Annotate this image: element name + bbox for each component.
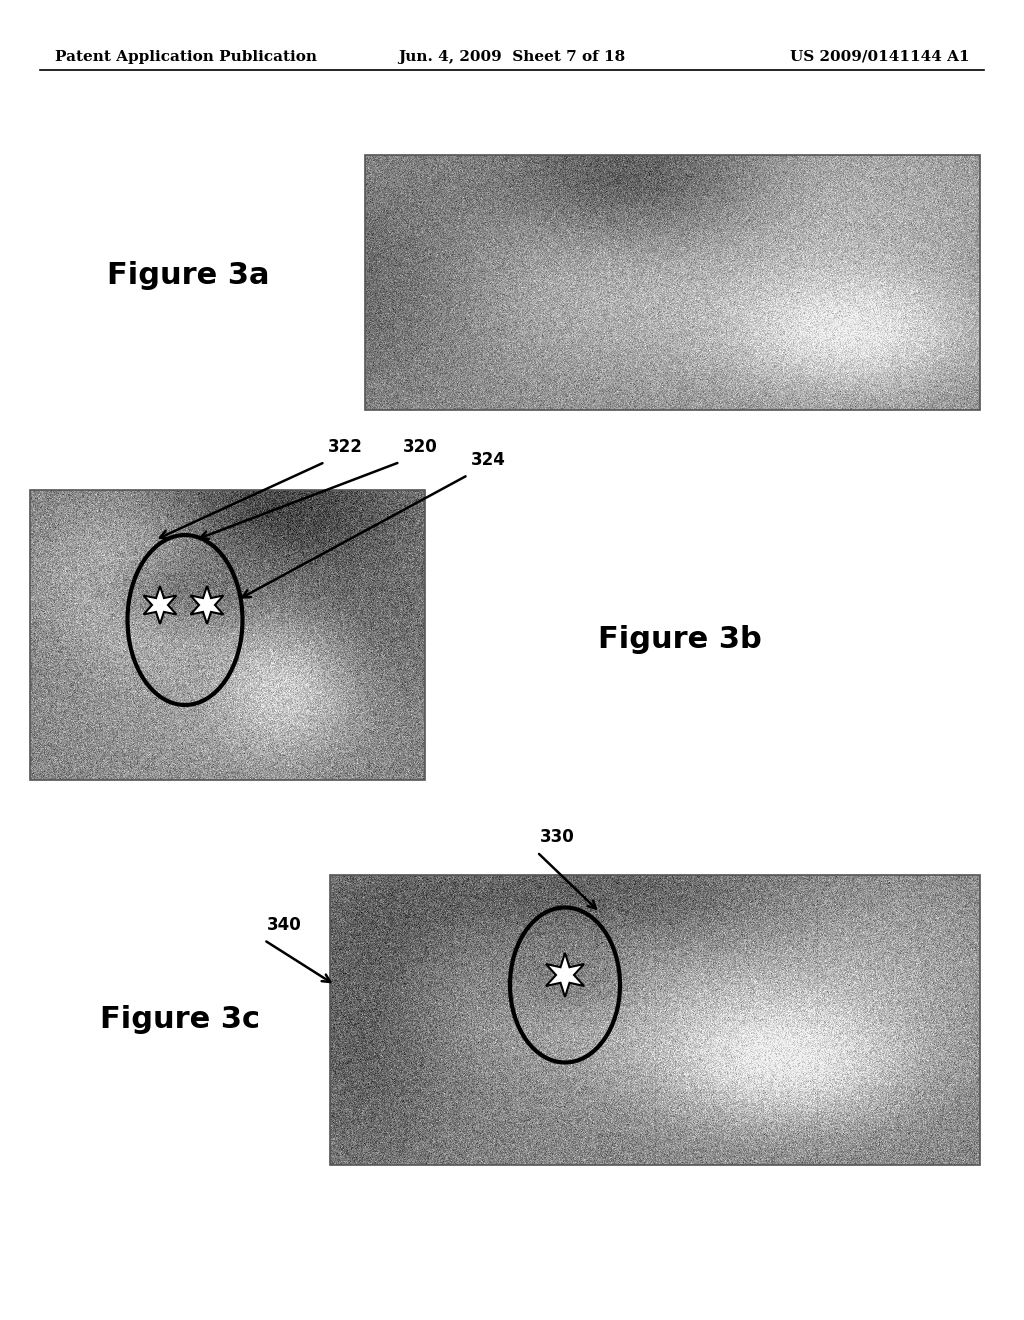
Polygon shape <box>546 953 584 997</box>
Text: Figure 3a: Figure 3a <box>106 260 269 289</box>
Text: 322: 322 <box>328 438 362 455</box>
Text: 324: 324 <box>471 451 506 469</box>
Bar <box>30 490 425 780</box>
Text: Patent Application Publication: Patent Application Publication <box>55 50 317 63</box>
Text: 340: 340 <box>267 916 302 935</box>
Text: US 2009/0141144 A1: US 2009/0141144 A1 <box>791 50 970 63</box>
Text: 330: 330 <box>540 828 574 846</box>
Text: 320: 320 <box>403 438 437 455</box>
Text: Figure 3c: Figure 3c <box>100 1006 260 1035</box>
Polygon shape <box>190 586 223 624</box>
Bar <box>365 154 980 411</box>
Polygon shape <box>143 586 176 624</box>
Text: Figure 3b: Figure 3b <box>598 626 762 655</box>
Text: Jun. 4, 2009  Sheet 7 of 18: Jun. 4, 2009 Sheet 7 of 18 <box>398 50 626 63</box>
Bar <box>330 875 980 1166</box>
